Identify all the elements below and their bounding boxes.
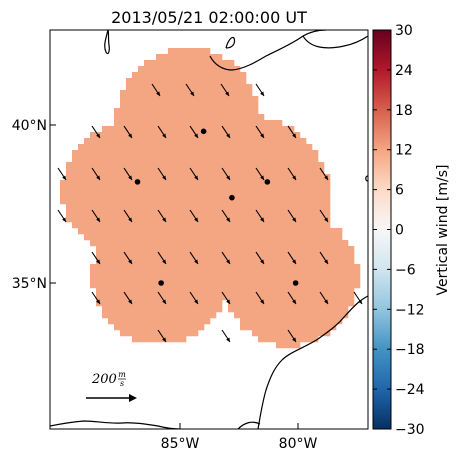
- station-marker: [229, 194, 235, 201]
- wind-vector: [157, 209, 167, 223]
- wind-vector: [221, 251, 231, 265]
- wind-vector: [157, 251, 167, 265]
- wind-vector: [287, 251, 297, 265]
- wind-vector: [255, 83, 265, 97]
- colorbar-tick-label: −6: [395, 262, 416, 278]
- wind-vector: [255, 167, 265, 181]
- wind-vector: [221, 209, 231, 223]
- colorbar-tick-label: 0: [395, 223, 404, 239]
- wind-vector: [319, 251, 329, 265]
- map-axes: 40°N 35°N 85°W 80°W: [12, 118, 318, 452]
- wind-vector: [123, 125, 133, 139]
- wind-vector: [255, 125, 265, 139]
- coastline-segment-4: [302, 35, 368, 49]
- colorbar-tick-label: 6: [395, 183, 404, 199]
- colorbar-tick-label: −30: [395, 422, 425, 438]
- wind-vector: [91, 125, 101, 139]
- scale-arrow-head: [129, 394, 137, 402]
- wind-vector: [57, 167, 67, 181]
- wind-vector: [287, 329, 297, 343]
- wind-vector: [57, 209, 67, 223]
- station-marker: [264, 179, 271, 185]
- coastline-segment-1: [104, 30, 110, 55]
- coastline-segment-6: [257, 295, 368, 429]
- wind-vector: [91, 167, 101, 181]
- lon-tick-label: 80°W: [279, 436, 318, 452]
- wind-vector: [319, 167, 329, 181]
- colorbar-tick-label: −18: [395, 342, 425, 358]
- wind-vector: [221, 329, 231, 343]
- wind-vector: [91, 251, 101, 265]
- wind-vector: [287, 125, 297, 139]
- coastline-segment-7: [50, 420, 181, 429]
- wind-vector: [151, 83, 161, 97]
- wind-vector: [185, 83, 195, 97]
- colorbar-tick-label: −24: [395, 382, 425, 398]
- wind-vector: [221, 125, 231, 139]
- lon-tick-label: 85°W: [161, 436, 200, 452]
- scale-label: 200: [91, 372, 117, 387]
- scale-arrow: 200 ms: [86, 370, 137, 402]
- wind-vector: [189, 167, 199, 181]
- wind-vector: [221, 167, 231, 181]
- wind-vector: [123, 291, 133, 305]
- wind-vector: [255, 251, 265, 265]
- wind-vector: [189, 291, 199, 305]
- wind-vector: [157, 125, 167, 139]
- wind-vector: [189, 125, 199, 139]
- wind-vector: [255, 209, 265, 223]
- wind-vector: [220, 83, 230, 97]
- station-marker: [158, 280, 164, 286]
- wind-vector: [91, 209, 101, 223]
- wind-vector: [157, 329, 167, 343]
- wind-vector: [123, 251, 133, 265]
- wind-vector: [189, 251, 199, 265]
- wind-vector: [287, 291, 297, 305]
- station-marker: [292, 280, 299, 286]
- map-title: 2013/05/21 02:00:00 UT: [111, 8, 307, 27]
- wind-vector: [287, 167, 297, 181]
- wind-vector: [189, 209, 199, 223]
- wind-vector: [157, 167, 167, 181]
- station-marker: [134, 179, 141, 185]
- colorbar-tick-label: 30: [395, 23, 413, 39]
- lat-tick-label: 35°N: [12, 276, 47, 292]
- coastline-segment-3: [225, 36, 236, 49]
- wind-vector: [221, 291, 231, 305]
- scale-unit-numerator: m: [118, 370, 126, 379]
- wind-vector: [319, 291, 329, 305]
- vertical-wind-field: [60, 48, 361, 349]
- wind-vector: [91, 291, 101, 305]
- wind-vector: [287, 209, 297, 223]
- colorbar-tick-label: 24: [395, 63, 413, 79]
- wind-vector: [157, 291, 167, 305]
- colorbar-tick-label: −12: [395, 302, 425, 318]
- colorbar-tick-label: 12: [395, 143, 413, 159]
- coastline-segment-5: [365, 175, 368, 182]
- colorbar: 30 24 18 12 6 0 −6 −12 −18 −24 −30: [372, 23, 425, 438]
- scale-unit-denominator: s: [120, 379, 124, 388]
- lat-tick-label: 40°N: [12, 118, 47, 134]
- station-marker: [200, 128, 207, 135]
- colorbar-tick-label: 18: [395, 103, 413, 119]
- coastline: [50, 30, 368, 429]
- wind-vectors: [57, 83, 363, 343]
- map-frame: [49, 29, 369, 430]
- wind-vector: [319, 209, 329, 223]
- coastline-segment-8: [237, 421, 261, 429]
- field-cells: [60, 48, 361, 349]
- wind-vector: [123, 167, 133, 181]
- stations: [134, 128, 299, 286]
- wind-vector: [353, 291, 363, 305]
- wind-vector: [123, 209, 133, 223]
- coastline-segment-2: [209, 30, 327, 71]
- wind-vector: [255, 291, 265, 305]
